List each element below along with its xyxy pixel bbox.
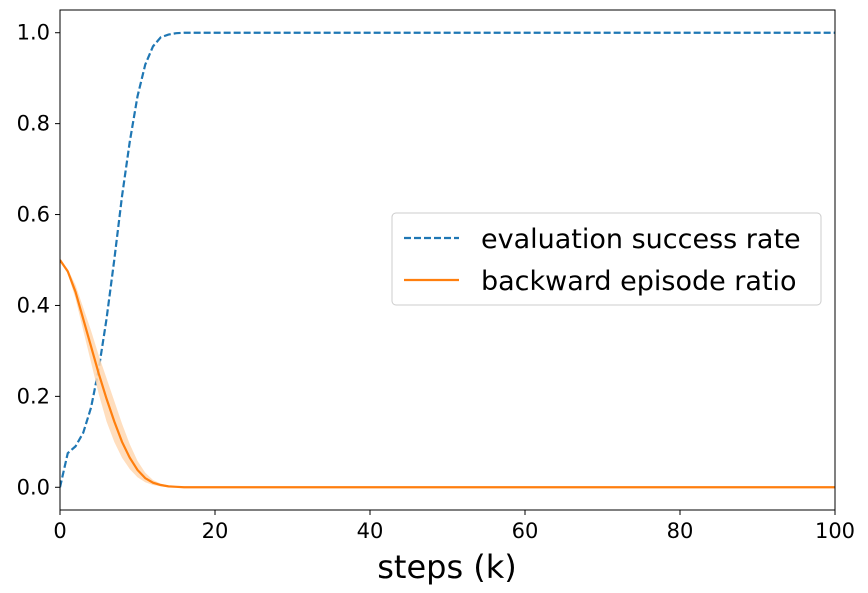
legend-label-1: evaluation success rate [481, 224, 801, 255]
plot-frame [59, 9, 836, 511]
y-tick-label: 1.0 [17, 21, 50, 45]
y-tick-label: 0.0 [17, 475, 50, 499]
y-tick-label: 0.4 [17, 293, 50, 317]
y-tick-label: 0.8 [17, 112, 50, 136]
y-tick-label: 0.6 [17, 203, 50, 227]
legend: evaluation success rate backward episode … [391, 212, 822, 306]
x-tick-label: 40 [357, 519, 384, 543]
legend-label-2: backward episode ratio [481, 266, 797, 297]
x-tick-label: 20 [202, 519, 229, 543]
y-tick-label: 0.2 [17, 384, 50, 408]
x-axis-title: steps (k) [377, 548, 517, 586]
x-tick-label: 100 [815, 519, 855, 543]
x-tick-label: 80 [667, 519, 694, 543]
plot-area [60, 31, 835, 489]
x-tick-label: 0 [53, 519, 66, 543]
x-tick-label: 60 [512, 519, 539, 543]
series-2-confidence-band [60, 260, 835, 488]
axes: 0 20 40 60 80 100 0.0 0.2 0.4 0.6 0.8 1.0 [17, 9, 855, 543]
legend-box [391, 212, 822, 306]
series-2-line [60, 259, 835, 489]
